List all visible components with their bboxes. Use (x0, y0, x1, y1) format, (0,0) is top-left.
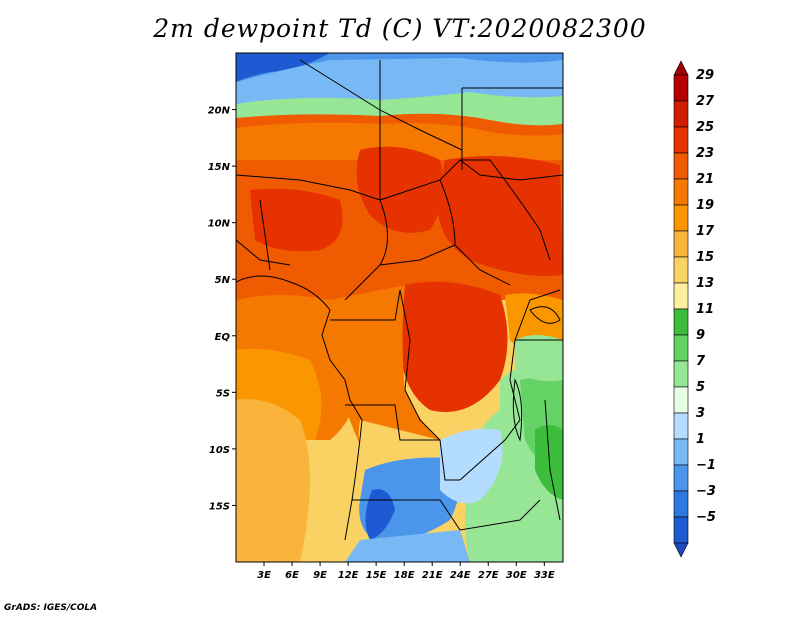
colorbar: 29 27 25 23 21 19 17 15 13 11 9 7 5 3 1 −1 −3 −5 (673, 60, 716, 558)
field-zambia-lightblue (440, 428, 503, 504)
field-south-blue (345, 530, 470, 562)
lon-label: 15E (366, 570, 387, 581)
colorbar-swatch (673, 334, 689, 362)
lake-tanganyika (512, 378, 523, 442)
map-frame (235, 52, 564, 563)
colorbar-label: 13 (696, 276, 714, 291)
colorbar-swatch (673, 152, 689, 180)
colorbar-label: −5 (696, 510, 716, 525)
colorbar-swatch (673, 100, 689, 128)
dewpoint-field (236, 53, 563, 562)
border-south (352, 499, 541, 531)
colorbar-swatch (673, 516, 689, 544)
colorbar-swatch (673, 256, 689, 284)
lat-label: 15S (209, 501, 230, 512)
field-kenya-green (515, 335, 563, 382)
field-sahara-driest (236, 53, 330, 82)
colorbar-label: 23 (696, 146, 714, 161)
longitude-labels: 3E 6E 9E 12E 15E 18E 21E 24E 27E 30E 33E (257, 562, 555, 581)
colorbar-swatch (673, 230, 689, 258)
lat-label: 15N (208, 162, 231, 173)
border-nigeria-cameroon (236, 239, 291, 266)
colorbar-label: 1 (696, 432, 705, 447)
lon-label: 30E (506, 570, 527, 581)
colorbar-swatch (673, 386, 689, 414)
colorbar-label: −3 (696, 484, 716, 499)
field-angola-yellow (358, 420, 450, 470)
lat-label: 20N (208, 106, 231, 117)
colorbar-swatch (673, 74, 689, 102)
border-chad-sudan (439, 179, 456, 246)
lat-label: 5S (216, 388, 230, 399)
colorbar-swatch (673, 126, 689, 154)
lon-label: 9E (313, 570, 327, 581)
field-chad-core (356, 146, 444, 233)
colorbar-label: 11 (696, 302, 714, 317)
lon-label: 12E (338, 570, 359, 581)
colorbar-swatch (673, 282, 689, 310)
lon-label: 27E (478, 570, 499, 581)
lon-label: 24E (450, 570, 471, 581)
latitude-labels: 20N 15N 10N 5N EQ 5S 10S 15S (208, 106, 236, 512)
lon-label: 33E (534, 570, 555, 581)
colorbar-label: 21 (696, 172, 714, 187)
colorbar-label: 5 (696, 380, 705, 395)
lat-label: 10S (209, 445, 230, 456)
border-gabon-congo (330, 289, 401, 321)
country-borders (236, 59, 563, 541)
colorbar-swatch (673, 308, 689, 336)
lon-label: 18E (394, 570, 415, 581)
colorbar-swatch (673, 204, 689, 232)
border-sudan-ethiopia (460, 159, 551, 261)
colorbar-label: 15 (696, 250, 714, 265)
colorbar-label: 29 (696, 68, 714, 83)
lon-label: 21E (422, 570, 443, 581)
lon-label: 3E (257, 570, 271, 581)
colorbar-label: 27 (696, 94, 715, 109)
colorbar-label: 7 (696, 354, 706, 369)
field-drc-core (400, 281, 508, 412)
colorbar-label: 9 (696, 328, 705, 343)
border-malawi (544, 399, 561, 521)
lon-label: 6E (285, 570, 299, 581)
field-atlantic-light (236, 399, 310, 562)
colorbar-label: 3 (696, 406, 705, 421)
colorbar-swatch (673, 178, 689, 206)
field-sahel-edge (236, 122, 563, 160)
border-algeria-niger (299, 59, 463, 151)
colorbar-swatch (673, 438, 689, 466)
coastline (236, 275, 363, 541)
lat-label: 5N (215, 275, 231, 286)
colorbar-label: 25 (696, 120, 714, 135)
lat-label: 10N (208, 219, 231, 230)
colorbar-swatch (673, 360, 689, 388)
lake-victoria (529, 306, 561, 324)
colorbar-swatch (673, 412, 689, 440)
colorbar-swatch (673, 464, 689, 492)
colorbar-bottom-arrow (673, 542, 689, 558)
field-angola-dark (365, 489, 395, 540)
border-congo-drc (399, 289, 441, 441)
colorbar-label: 19 (696, 198, 714, 213)
border-benin (259, 199, 271, 271)
lat-label: EQ (215, 332, 231, 343)
border-angola (345, 404, 460, 481)
field-sudan-core (438, 156, 563, 276)
colorbar-label: 17 (696, 224, 715, 239)
field-nigeria-core (250, 188, 343, 252)
credit-label: GrADS: IGES/COLA (4, 603, 98, 613)
map-title: 2m dewpoint Td (C) VT:2020082300 (153, 14, 647, 43)
colorbar-top-arrow (673, 60, 689, 76)
colorbar-swatch (673, 490, 689, 518)
colorbar-label: −1 (696, 458, 716, 473)
border-east (459, 289, 561, 481)
